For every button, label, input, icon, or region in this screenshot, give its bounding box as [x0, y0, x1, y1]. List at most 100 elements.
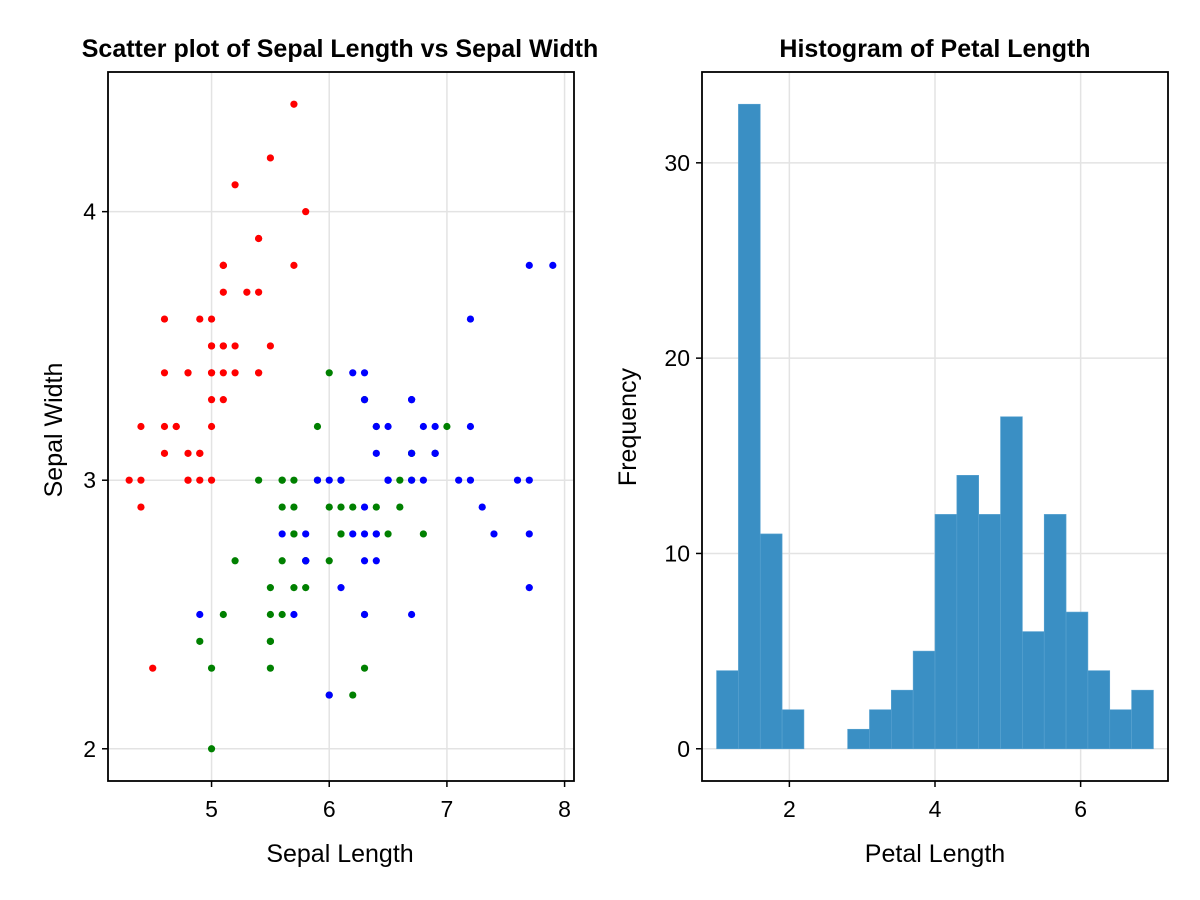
- scatter-point: [172, 422, 180, 431]
- scatter-point: [349, 530, 357, 538]
- scatter-point: [184, 476, 192, 484]
- histogram-bar: [891, 689, 914, 750]
- histogram-bar: [978, 514, 1001, 750]
- scatter-point: [125, 476, 133, 484]
- scatter-point: [137, 476, 145, 484]
- scatter-point: [266, 637, 274, 645]
- scatter-point: [160, 449, 169, 457]
- histogram-bar: [934, 514, 958, 750]
- scatter-point: [278, 503, 286, 511]
- scatter-point: [349, 503, 357, 511]
- histogram-bar: [759, 533, 783, 750]
- scatter-point: [466, 315, 475, 323]
- scatter-point: [302, 208, 310, 216]
- scatter-point: [325, 369, 333, 377]
- histogram-bars: [716, 103, 1154, 750]
- scatter-ylabel: Sepal Width: [40, 363, 68, 498]
- scatter-point: [360, 530, 369, 538]
- scatter-ytick-label: 2: [83, 736, 96, 762]
- scatter-point: [255, 476, 263, 484]
- scatter-point: [196, 476, 204, 484]
- scatter-point: [302, 557, 310, 565]
- scatter-point: [337, 503, 345, 511]
- scatter-point: [419, 530, 427, 538]
- scatter-point: [290, 530, 298, 538]
- scatter-point: [431, 449, 439, 457]
- scatter-point: [360, 503, 369, 511]
- scatter-point: [149, 664, 157, 672]
- scatter-point: [513, 476, 522, 484]
- scatter-ticks: 5 6 7 8 2 3 4: [83, 199, 571, 822]
- histogram-bar: [1131, 689, 1154, 750]
- scatter-point: [396, 503, 404, 511]
- scatter-point: [219, 342, 227, 350]
- scatter-point: [290, 584, 298, 592]
- scatter-point: [384, 422, 392, 431]
- scatter-point: [455, 476, 463, 484]
- histogram-xlabel: Petal Length: [865, 840, 1005, 868]
- scatter-point: [207, 342, 216, 350]
- scatter-point: [255, 234, 263, 243]
- histogram-panel: Histogram of Petal Length 2 4 6 0 10 20 30 Pet…: [614, 35, 1169, 868]
- scatter-point: [207, 745, 216, 753]
- scatter-point: [325, 503, 333, 511]
- scatter-point: [160, 422, 169, 431]
- scatter-point: [384, 476, 392, 484]
- scatter-point: [372, 449, 380, 457]
- scatter-ytick-label: 4: [83, 199, 96, 225]
- scatter-point: [419, 422, 427, 431]
- scatter-point: [266, 584, 274, 592]
- scatter-point: [337, 584, 345, 592]
- scatter-point: [207, 315, 216, 323]
- scatter-point: [278, 610, 286, 619]
- scatter-point: [396, 476, 404, 484]
- histogram-ticks: 2 4 6 0 10 20 30: [664, 150, 1087, 822]
- scatter-point: [255, 369, 263, 377]
- scatter-point: [219, 369, 227, 377]
- scatter-point: [408, 449, 416, 457]
- scatter-point: [337, 530, 345, 538]
- histogram-bar: [869, 709, 892, 750]
- scatter-title: Scatter plot of Sepal Length vs Sepal Wi…: [82, 35, 599, 63]
- scatter-xtick-label: 8: [558, 796, 571, 822]
- scatter-panel: Scatter plot of Sepal Length vs Sepal Wi…: [40, 35, 598, 868]
- scatter-point: [231, 342, 239, 350]
- scatter-point: [219, 396, 227, 404]
- scatter-point: [219, 261, 227, 269]
- scatter-point: [360, 396, 369, 404]
- scatter-point: [431, 422, 439, 431]
- scatter-point: [160, 369, 169, 377]
- scatter-point: [466, 422, 475, 431]
- histogram-bar: [1000, 416, 1023, 750]
- histogram-bar: [1022, 631, 1045, 750]
- scatter-point: [184, 449, 192, 457]
- scatter-point: [313, 422, 322, 431]
- histogram-bar: [716, 670, 739, 750]
- scatter-point: [290, 476, 298, 484]
- scatter-point: [160, 315, 169, 323]
- scatter-point: [290, 100, 298, 108]
- scatter-point: [196, 315, 204, 323]
- scatter-point: [525, 261, 533, 269]
- scatter-point: [419, 476, 427, 484]
- scatter-point: [207, 422, 216, 431]
- scatter-point: [337, 476, 345, 484]
- scatter-point: [360, 557, 369, 565]
- scatter-point: [266, 610, 274, 619]
- scatter-point: [231, 181, 239, 189]
- scatter-point: [349, 691, 357, 699]
- scatter-point: [196, 637, 204, 645]
- scatter-point: [219, 610, 227, 619]
- histogram-bar: [1109, 709, 1132, 750]
- histogram-title: Histogram of Petal Length: [779, 35, 1090, 63]
- histogram-bar: [1043, 514, 1067, 750]
- scatter-point: [325, 691, 333, 699]
- scatter-point: [302, 584, 310, 592]
- scatter-point: [207, 369, 216, 377]
- scatter-point: [266, 342, 274, 350]
- scatter-point: [207, 476, 216, 484]
- scatter-point: [231, 369, 239, 377]
- scatter-ytick-label: 3: [83, 467, 96, 493]
- scatter-point: [372, 503, 380, 511]
